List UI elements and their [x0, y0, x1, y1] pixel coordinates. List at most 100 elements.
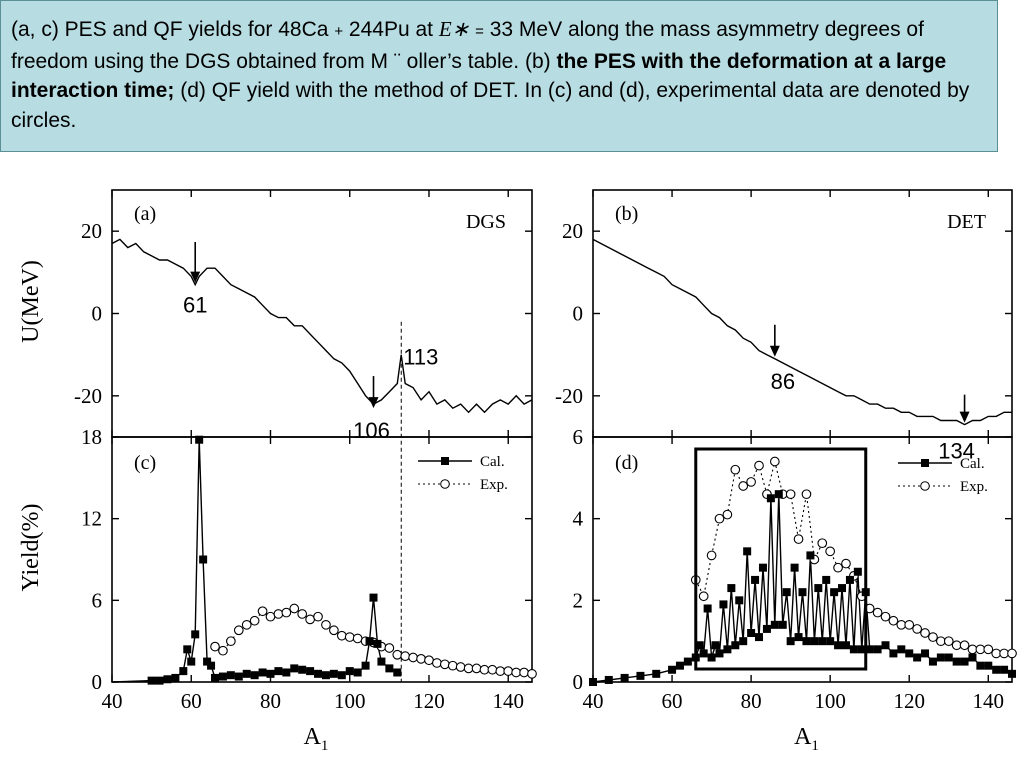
- cal-point-d: [790, 563, 799, 572]
- exp-point-d: [896, 619, 907, 630]
- cal-point-d: [636, 671, 645, 680]
- legend-cal-marker-c: [441, 457, 449, 465]
- cal-point-d: [830, 588, 839, 597]
- exp-point-c: [463, 663, 474, 674]
- cal-point-d: [897, 645, 906, 654]
- exp-point-c: [313, 611, 323, 622]
- cal-point-d: [826, 637, 835, 646]
- exp-point-d: [975, 644, 986, 655]
- exp-point-d: [928, 632, 938, 642]
- exp-point-d: [983, 644, 994, 655]
- legend-cal-label-c: Cal.: [480, 454, 505, 470]
- cal-point-d: [960, 657, 969, 666]
- exp-point-c: [249, 615, 260, 626]
- panel-label-d: (d): [615, 452, 638, 474]
- pes-line-a: [111, 238, 533, 414]
- cal-point-c: [290, 664, 299, 673]
- cal-point-d: [928, 657, 937, 666]
- caption-part3: 33 MeV along the mass asymmetry degrees …: [11, 18, 924, 73]
- xtick-label-d-0: 40: [583, 689, 604, 713]
- cal-point-d: [952, 657, 961, 666]
- ytick-label-a-0: -20: [74, 384, 102, 408]
- ytick-label-d-0: 0: [573, 670, 584, 694]
- cal-point-d: [822, 575, 831, 584]
- xtick-label-d-4: 120: [893, 689, 925, 713]
- exp-point-d: [730, 464, 741, 475]
- exp-point-c: [416, 654, 426, 664]
- exp-point-d: [746, 477, 756, 487]
- xtick-label-d-3: 100: [814, 689, 846, 713]
- pes-line-b: [592, 238, 1012, 426]
- cal-baseline-c: [111, 679, 152, 683]
- cal-point-d: [747, 629, 756, 637]
- xtick-label-c-5: 140: [492, 689, 524, 713]
- xtick-label-c-3: 100: [334, 689, 366, 713]
- exp-point-d: [999, 648, 1009, 659]
- cal-point-d: [905, 649, 914, 658]
- exp-point-c: [527, 668, 537, 679]
- legend-cal-label-d: Cal.: [960, 456, 985, 472]
- cal-point-c: [187, 657, 196, 666]
- legend-exp-label-c: Exp.: [480, 477, 508, 493]
- cal-point-c: [183, 645, 192, 654]
- cal-point-c: [195, 435, 204, 444]
- caption-estar: E∗: [438, 17, 470, 41]
- exp-point-d: [769, 456, 780, 467]
- xtick-label-c-0: 40: [102, 689, 123, 713]
- exp-point-c: [352, 633, 363, 644]
- legend-exp-marker-d: [920, 481, 930, 491]
- exp-point-c: [226, 636, 236, 647]
- exp-point-d: [817, 538, 828, 549]
- cal-point-d: [715, 649, 724, 658]
- ylabel-u: U(MeV): [18, 260, 44, 343]
- exp-point-c: [336, 630, 347, 641]
- cal-point-d: [802, 637, 811, 646]
- exp-point-c: [257, 606, 268, 617]
- exp-point-d: [825, 546, 836, 557]
- exp-point-d: [912, 624, 922, 634]
- ytick-label-b-0: -20: [555, 384, 583, 408]
- cal-point-d: [814, 584, 823, 593]
- cal-point-d: [853, 567, 862, 576]
- cal-point-c: [234, 672, 243, 681]
- exp-point-c: [297, 609, 308, 619]
- exp-point-c: [503, 666, 514, 676]
- cal-point-c: [226, 671, 235, 680]
- annotation-113: 113: [403, 345, 438, 370]
- exp-point-d: [833, 562, 843, 573]
- cal-point-d: [774, 490, 783, 499]
- cal-point-c: [306, 667, 315, 676]
- xtick-label-d-2: 80: [741, 689, 762, 713]
- cal-point-c: [393, 668, 402, 677]
- exp-point-c: [265, 611, 276, 622]
- cal-point-d: [921, 649, 930, 658]
- exp-point-c: [511, 667, 522, 678]
- exp-point-c: [487, 664, 498, 675]
- cal-point-d: [857, 645, 866, 654]
- xlabel-d: A1: [794, 724, 819, 754]
- cal-point-d: [739, 637, 748, 646]
- cal-point-d: [723, 645, 732, 654]
- exp-point-d: [785, 489, 796, 500]
- method-label-b: DET: [947, 211, 986, 233]
- ytick-label-b-2: 20: [562, 219, 583, 243]
- exp-point-c: [344, 632, 355, 642]
- cal-point-d: [778, 620, 787, 629]
- cal-point-c: [250, 671, 259, 680]
- cal-point-d: [838, 584, 847, 593]
- cal-point-c: [337, 671, 346, 680]
- cal-point-d: [1000, 665, 1009, 674]
- exp-point-c: [424, 655, 434, 666]
- ytick-label-c-1: 6: [92, 588, 103, 612]
- ytick-label-d-2: 4: [573, 507, 584, 531]
- exp-point-d: [841, 558, 851, 569]
- annotation-134: 134: [938, 439, 975, 464]
- cal-point-d: [683, 657, 692, 666]
- xtick-label-c-1: 60: [181, 689, 202, 713]
- cal-point-d: [810, 637, 819, 646]
- exp-point-c: [384, 643, 395, 653]
- caption-equals: =: [475, 23, 484, 40]
- cal-point-c: [361, 661, 370, 670]
- cal-point-d: [936, 653, 945, 662]
